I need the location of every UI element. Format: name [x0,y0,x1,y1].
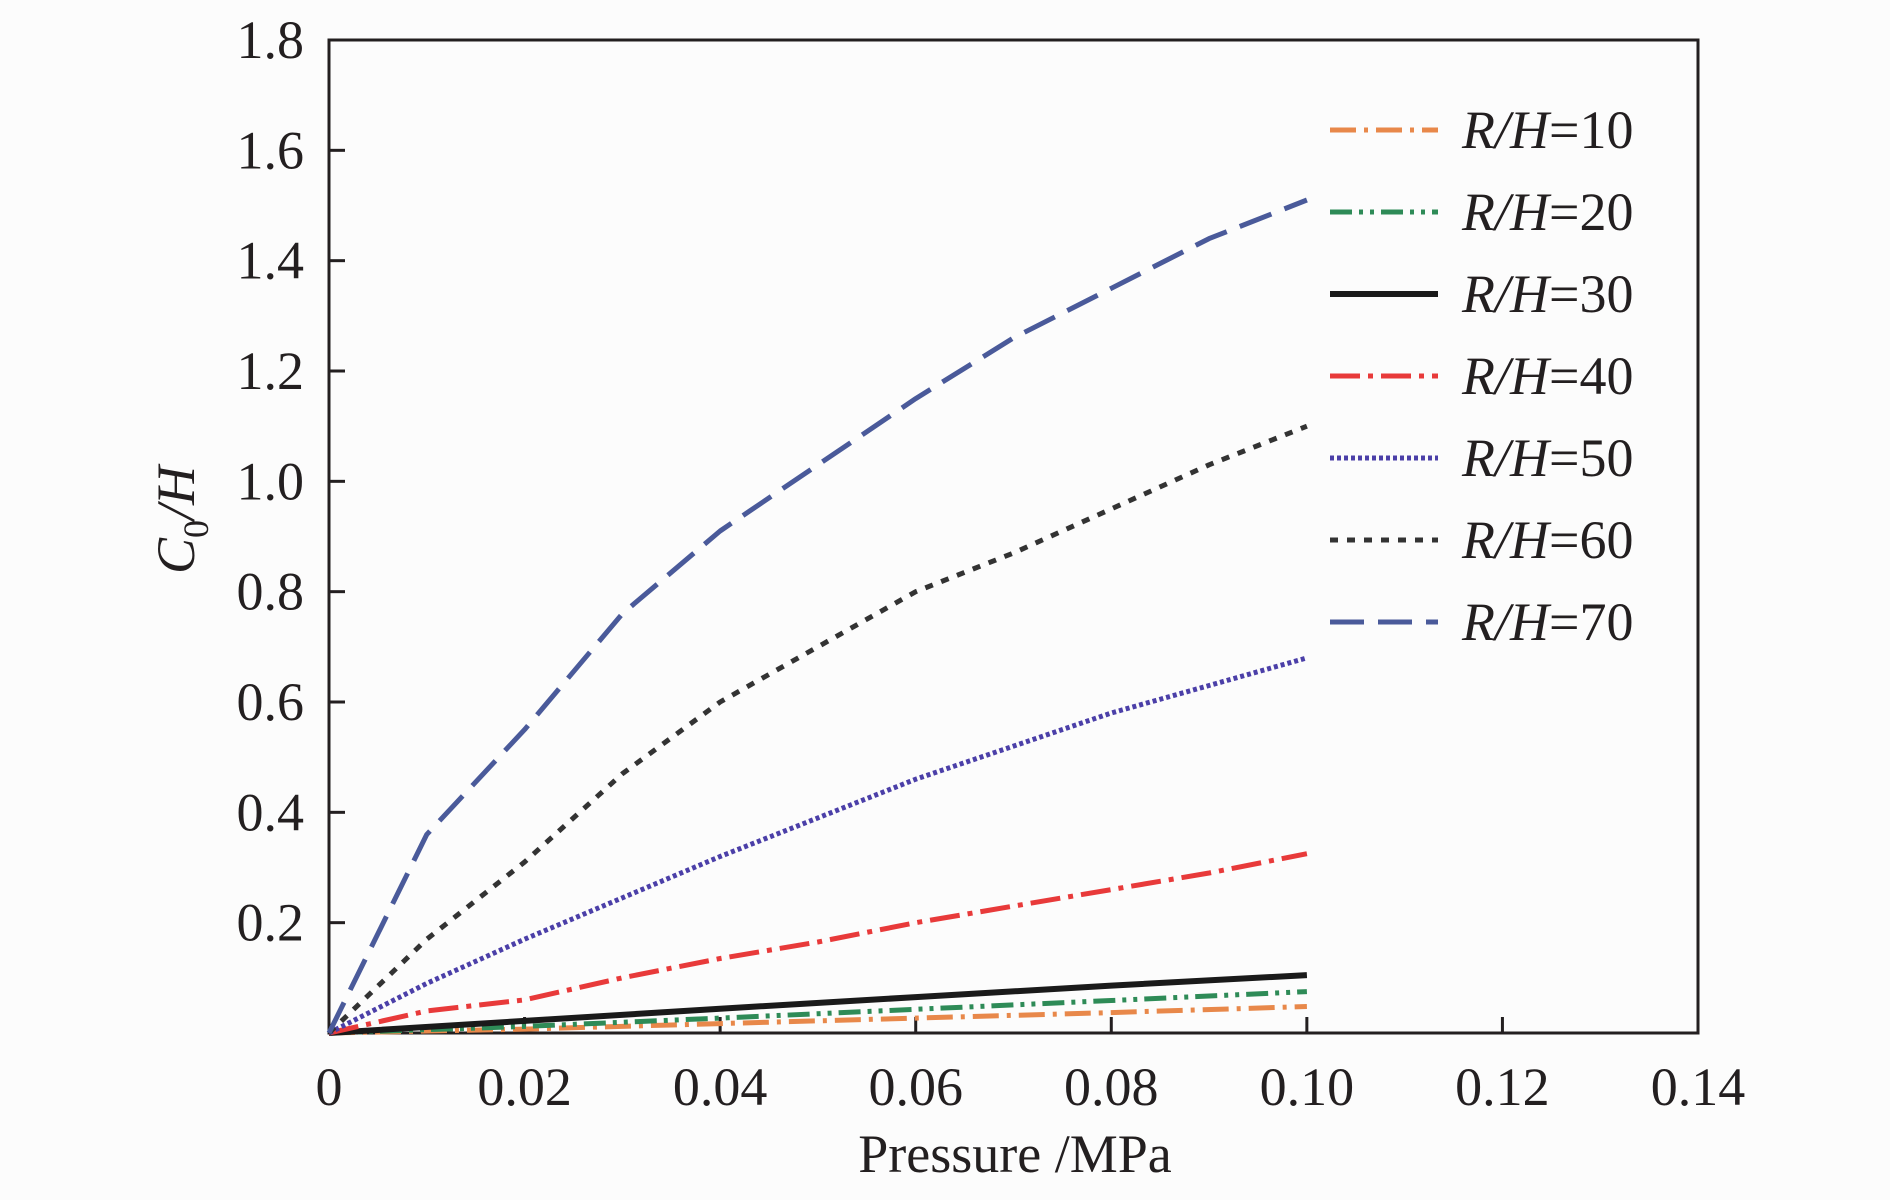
y-tick-label: 0.6 [237,672,305,732]
y-axis-label-rest: /H [146,463,206,523]
series-lines [326,197,1308,1036]
x-axis-label: Pressure /MPa [858,1124,1172,1184]
y-tick-label: 1.0 [237,451,305,511]
legend-label-4: R/H=40 [1461,346,1633,406]
y-axis-ticks: 0.2 0.4 0.6 0.8 1.0 1.2 1.4 1.6 1.8 [237,10,345,953]
legend-label-3: R/H=30 [1461,264,1633,324]
x-tick-label: 0.08 [1064,1057,1159,1117]
legend-label-2: R/H=20 [1461,182,1633,242]
legend: R/H=10 R/H=20 R/H=30 R/H=40 R/H=50 R/H=60 R/H=… [1330,100,1633,652]
y-axis-label-subscript: 0 [176,520,216,538]
plot-frame [327,38,1700,1035]
y-axis-label: C0/H [146,463,216,574]
x-axis-ticks: 0 0.02 0.04 0.06 0.08 0.10 0.12 0.14 [316,1017,1746,1117]
y-tick-label: 1.6 [237,120,305,180]
series-line-7 [326,197,1308,1035]
y-tick-label: 1.8 [237,10,305,70]
legend-label-5: R/H=50 [1461,428,1633,488]
series-line-2 [328,989,1308,1036]
y-tick-label: 0.2 [237,893,305,953]
x-tick-label: 0.02 [477,1057,572,1117]
series-line-3 [328,972,1308,1036]
series-line-1 [328,1004,1307,1036]
plot-area-border [327,38,1700,1035]
series-line-5 [327,655,1308,1036]
x-tick-label: 0.04 [673,1057,768,1117]
x-tick-label: 0.14 [1651,1057,1746,1117]
x-tick-label: 0.12 [1455,1057,1550,1117]
y-tick-label: 0.8 [237,562,305,622]
y-tick-label: 1.2 [237,341,305,401]
series-line-4 [328,851,1308,1036]
x-tick-label: 0 [316,1057,343,1117]
y-tick-label: 0.4 [237,782,305,842]
y-tick-label: 1.4 [237,231,305,291]
x-tick-label: 0.06 [868,1057,963,1117]
x-tick-label: 0.10 [1260,1057,1355,1117]
legend-label-6: R/H=60 [1461,510,1633,570]
legend-label-7: R/H=70 [1461,592,1633,652]
y-axis-label-main: C [146,537,206,574]
legend-label-1: R/H=10 [1461,100,1633,160]
